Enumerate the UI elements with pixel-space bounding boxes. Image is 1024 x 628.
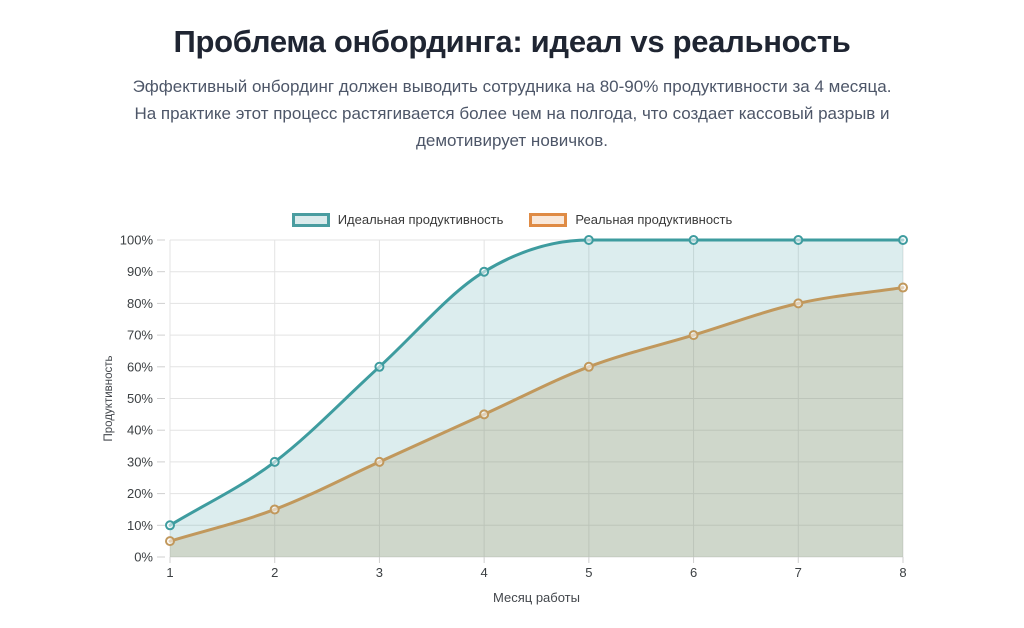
data-point-marker bbox=[583, 361, 594, 372]
data-point-marker bbox=[793, 298, 804, 309]
data-point-marker bbox=[165, 520, 175, 531]
data-point-marker bbox=[793, 235, 804, 245]
subtitle-line: Эффективный онбординг должен выводить со… bbox=[132, 77, 892, 96]
x-tick-label: 2 bbox=[271, 565, 278, 580]
y-tick-label: 10% bbox=[127, 518, 153, 533]
legend-swatch bbox=[291, 212, 330, 227]
y-tick-label: 50% bbox=[127, 391, 153, 406]
x-tick-label: 8 bbox=[899, 565, 906, 580]
series-0-markers bbox=[165, 235, 908, 531]
x-tick-label: 6 bbox=[690, 565, 697, 580]
data-point-marker bbox=[165, 536, 175, 547]
x-tick-label: 1 bbox=[166, 565, 173, 580]
data-point-marker bbox=[374, 456, 385, 467]
subtitle-line: демотивирует новичков. bbox=[416, 131, 608, 150]
x-tick-label: 4 bbox=[481, 565, 488, 580]
y-tick-label: 80% bbox=[127, 296, 153, 311]
legend-label: Реальная продуктивность bbox=[575, 212, 733, 227]
y-tick-label: 90% bbox=[127, 264, 153, 279]
legend-label: Идеальная продуктивность bbox=[337, 212, 504, 227]
series-1-line bbox=[168, 286, 905, 543]
series-1-area bbox=[170, 287, 903, 557]
grid bbox=[157, 239, 904, 563]
chart-legend: Идеальная продуктивность Реальная продукт… bbox=[0, 212, 1024, 227]
productivity-area-chart: 0% 10% 20% 30% 40% 50% 60% 70% 80% 90% 100% 1 2 3 4 5 6 7… bbox=[103, 233, 908, 605]
data-point-marker bbox=[269, 504, 280, 515]
series-1-markers bbox=[165, 282, 908, 547]
data-point-marker bbox=[374, 361, 385, 372]
data-point-marker bbox=[479, 266, 490, 277]
data-point-marker bbox=[583, 235, 594, 245]
series-0-area bbox=[170, 240, 903, 557]
x-tick-label: 5 bbox=[585, 565, 592, 580]
subtitle-line: На практике этот процесс растягивается б… bbox=[134, 104, 890, 123]
y-tick-label: 40% bbox=[127, 423, 153, 438]
legend-item-series-0[interactable]: Идеальная продуктивность bbox=[291, 212, 504, 227]
data-point-marker bbox=[688, 235, 699, 245]
page-title: Проблема онбординга: идеал vs реальность bbox=[173, 24, 851, 59]
y-axis-title: Продуктивность bbox=[103, 356, 115, 442]
data-point-marker bbox=[479, 409, 490, 420]
y-tick-label: 100% bbox=[120, 233, 154, 248]
data-point-marker bbox=[898, 282, 908, 293]
y-tick-label: 20% bbox=[127, 486, 153, 501]
data-point-marker bbox=[898, 235, 908, 245]
y-tick-label: 70% bbox=[127, 328, 153, 343]
legend-item-series-1[interactable]: Реальная продуктивность bbox=[529, 212, 732, 227]
page-subtitle: Эффективный онбординг должен выводить со… bbox=[72, 73, 952, 154]
x-axis-title: Месяц работы bbox=[493, 590, 580, 605]
data-point-marker bbox=[269, 456, 280, 467]
x-tick-label: 7 bbox=[795, 565, 802, 580]
x-tick-label: 3 bbox=[376, 565, 383, 580]
y-tick-label: 30% bbox=[127, 454, 153, 469]
y-tick-label: 60% bbox=[127, 359, 153, 374]
legend-swatch bbox=[529, 212, 568, 227]
series-0-line bbox=[168, 238, 905, 527]
y-tick-label: 0% bbox=[134, 550, 153, 565]
data-point-marker bbox=[688, 330, 699, 341]
